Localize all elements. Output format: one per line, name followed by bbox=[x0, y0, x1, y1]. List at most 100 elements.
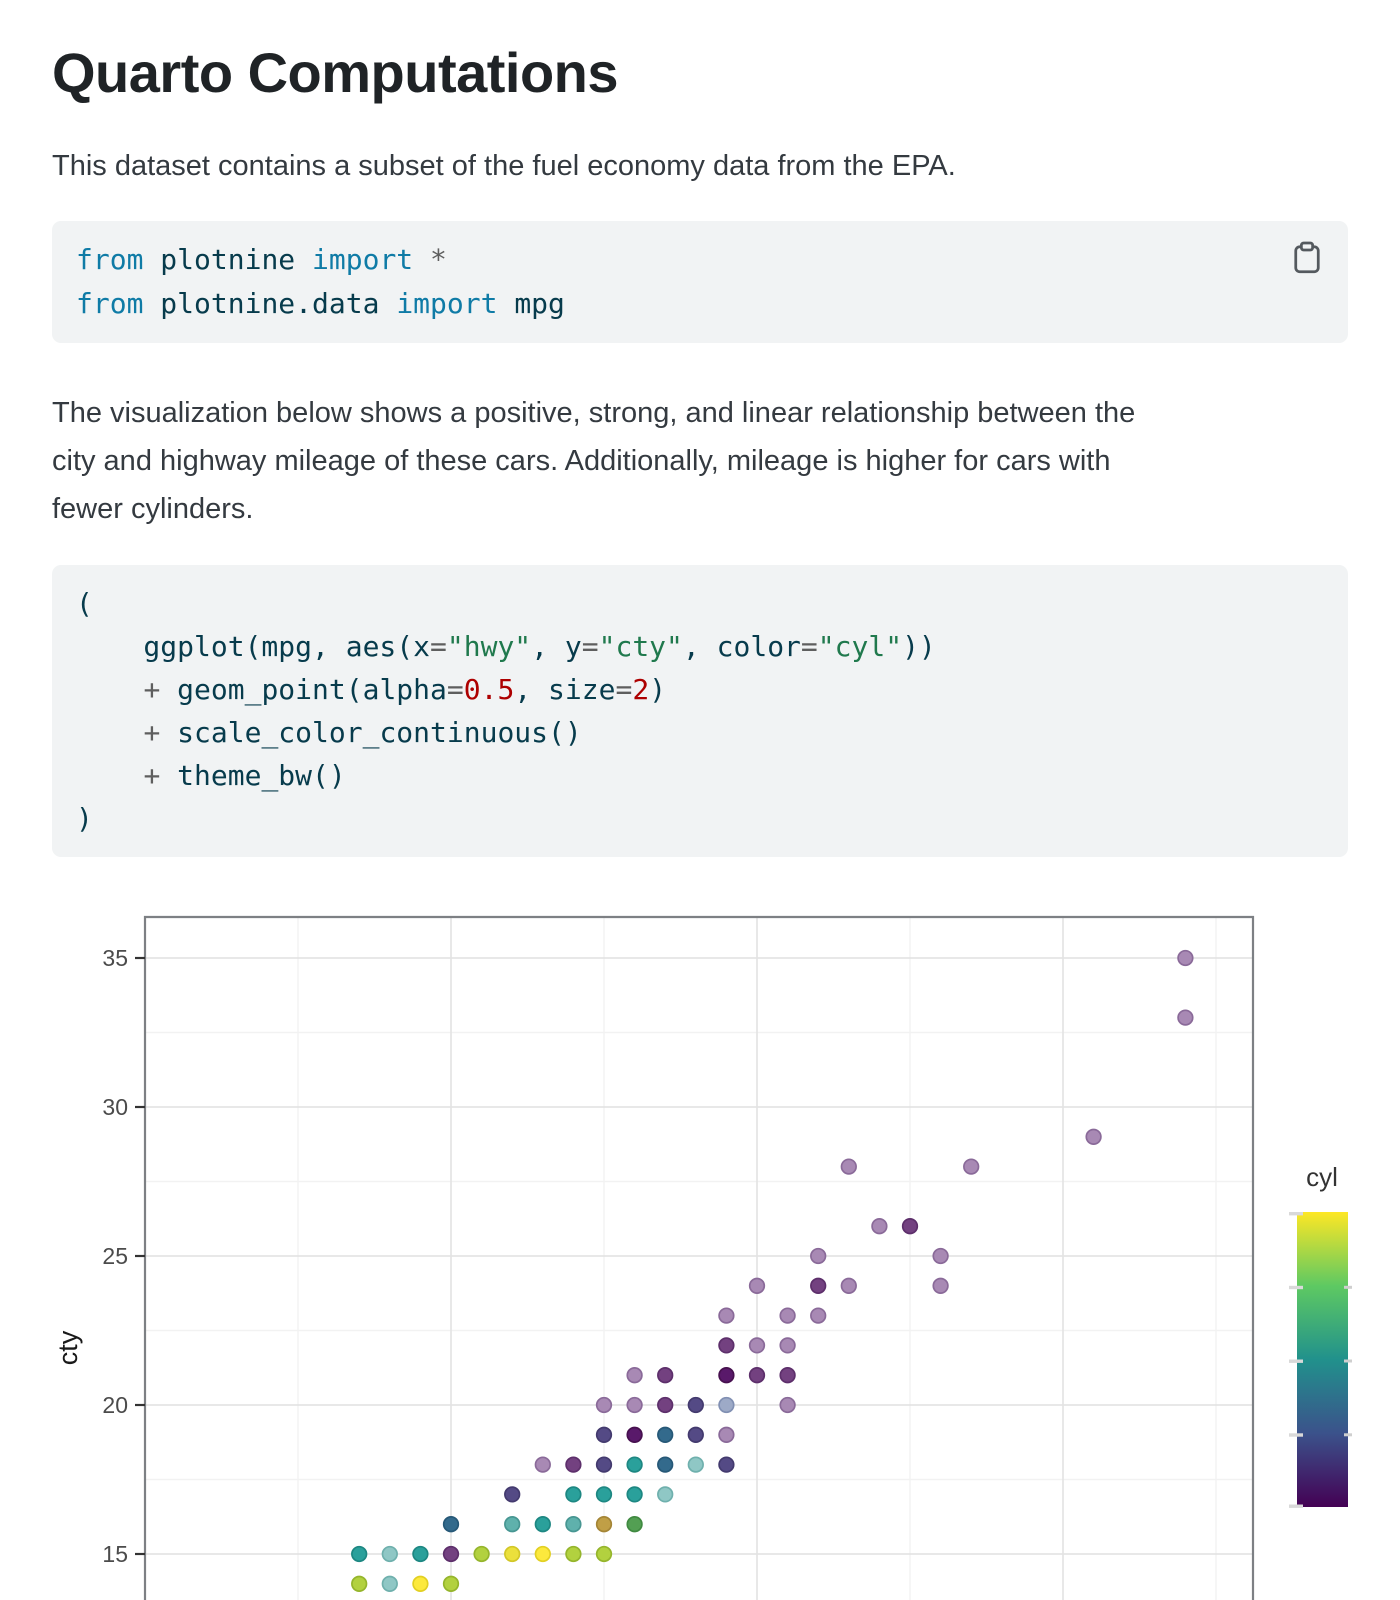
data-point bbox=[932, 1277, 949, 1294]
data-point bbox=[351, 1575, 368, 1592]
data-point bbox=[381, 1575, 398, 1592]
data-point bbox=[779, 1307, 796, 1324]
data-point bbox=[534, 1545, 551, 1563]
data-point bbox=[748, 1337, 766, 1354]
y-tick-label: 25 bbox=[102, 1243, 128, 1269]
data-point bbox=[963, 1158, 980, 1175]
data-point bbox=[504, 1486, 521, 1503]
panel-border bbox=[143, 915, 1255, 1600]
description-paragraph: The visualization below shows a positive… bbox=[52, 397, 1136, 525]
data-point bbox=[595, 1396, 613, 1414]
colorbar-tick bbox=[1289, 1433, 1303, 1437]
y-tick-label: 30 bbox=[102, 1094, 128, 1120]
data-point bbox=[657, 1396, 674, 1414]
code-line: ggplot(mpg, aes(x="hwy", y="cty", color=… bbox=[76, 630, 936, 663]
clipboard-icon bbox=[1294, 241, 1320, 274]
mpg-scatter-svg: 35 30 25 20 15 cty cyl bbox=[53, 915, 1352, 1600]
colorbar-tick bbox=[1344, 1359, 1352, 1363]
code-imports: from plotnine import * from plotnine.data… bbox=[76, 238, 1324, 326]
data-point bbox=[687, 1396, 704, 1414]
data-point bbox=[718, 1426, 735, 1443]
data-point bbox=[779, 1396, 796, 1414]
data-point bbox=[534, 1456, 551, 1473]
data-point bbox=[810, 1247, 827, 1265]
data-point bbox=[1177, 1009, 1194, 1026]
data-point bbox=[626, 1426, 643, 1443]
y-tick-label: 20 bbox=[102, 1392, 128, 1418]
data-point bbox=[810, 1277, 827, 1294]
legend-title: cyl bbox=[1306, 1162, 1338, 1192]
data-point bbox=[687, 1426, 704, 1443]
copy-code-button[interactable] bbox=[1292, 241, 1322, 275]
data-point bbox=[534, 1516, 551, 1533]
y-tick-label: 35 bbox=[102, 945, 128, 971]
colorbar-tick bbox=[1289, 1285, 1303, 1290]
data-point bbox=[412, 1575, 429, 1592]
code-line: ) bbox=[76, 802, 93, 835]
page-title: Quarto Computations bbox=[52, 41, 619, 104]
colorbar-legend: cyl bbox=[1289, 1162, 1352, 1508]
data-point bbox=[779, 1337, 796, 1354]
data-point bbox=[657, 1426, 674, 1443]
data-point bbox=[932, 1247, 949, 1265]
data-point bbox=[657, 1456, 674, 1473]
y-axis-title: cty bbox=[53, 1330, 83, 1365]
intro-paragraph: This dataset contains a subset of the fu… bbox=[52, 150, 956, 182]
code-plot: ( ggplot(mpg, aes(x="hwy", y="cty", colo… bbox=[76, 582, 1324, 840]
plot-panel bbox=[145, 917, 1253, 1600]
data-point bbox=[718, 1456, 735, 1473]
colorbar-tick bbox=[1344, 1285, 1352, 1289]
data-point bbox=[595, 1426, 613, 1443]
data-point bbox=[626, 1396, 643, 1414]
data-point bbox=[565, 1516, 582, 1533]
data-point bbox=[687, 1456, 704, 1473]
data-point bbox=[595, 1486, 613, 1503]
data-point bbox=[595, 1545, 613, 1563]
data-point bbox=[565, 1456, 582, 1473]
code-line: + scale_color_continuous() bbox=[143, 716, 582, 749]
code-line: + geom_point(alpha=0.5, size=2) bbox=[143, 673, 667, 706]
data-point bbox=[657, 1486, 674, 1503]
data-point bbox=[473, 1545, 490, 1563]
data-point bbox=[779, 1367, 796, 1384]
mpg-scatter-plot: 35 30 25 20 15 cty cyl bbox=[0, 870, 1400, 1600]
data-point bbox=[442, 1575, 460, 1592]
data-point bbox=[1177, 949, 1194, 967]
colorbar-tick bbox=[1289, 1359, 1303, 1363]
data-point bbox=[626, 1516, 643, 1533]
data-point bbox=[657, 1367, 674, 1384]
data-point bbox=[718, 1307, 735, 1324]
data-point bbox=[810, 1307, 827, 1324]
data-point bbox=[626, 1367, 643, 1384]
data-point bbox=[718, 1367, 735, 1384]
colorbar-tick bbox=[1344, 1433, 1352, 1437]
data-point bbox=[504, 1545, 521, 1563]
code-line: + theme_bw() bbox=[143, 759, 346, 792]
data-point bbox=[595, 1456, 613, 1473]
data-point bbox=[442, 1516, 460, 1533]
colorbar-tick bbox=[1289, 1212, 1303, 1216]
points-layer bbox=[351, 949, 1194, 1592]
data-point bbox=[748, 1367, 766, 1384]
data-point bbox=[718, 1396, 735, 1414]
major-gridlines bbox=[145, 917, 1253, 1600]
data-point bbox=[442, 1545, 460, 1563]
data-point bbox=[748, 1277, 766, 1294]
data-point bbox=[840, 1277, 857, 1294]
code-block-imports: from plotnine import * from plotnine.data… bbox=[52, 221, 1348, 343]
y-tick-label: 15 bbox=[102, 1541, 128, 1567]
code-line: from plotnine import * bbox=[76, 243, 447, 276]
data-point bbox=[871, 1218, 888, 1235]
data-point bbox=[626, 1456, 643, 1473]
colorbar-tick bbox=[1289, 1504, 1303, 1508]
document-content: Quarto Computations This dataset contain… bbox=[52, 41, 1348, 857]
code-block-plot: ( ggplot(mpg, aes(x="hwy", y="cty", colo… bbox=[52, 565, 1348, 857]
data-point bbox=[412, 1545, 429, 1563]
data-point bbox=[595, 1516, 613, 1533]
data-point bbox=[1085, 1128, 1102, 1145]
code-line: ( bbox=[76, 587, 93, 620]
code-line: from plotnine.data import mpg bbox=[76, 287, 565, 320]
data-point bbox=[565, 1545, 582, 1563]
data-point bbox=[351, 1545, 368, 1563]
